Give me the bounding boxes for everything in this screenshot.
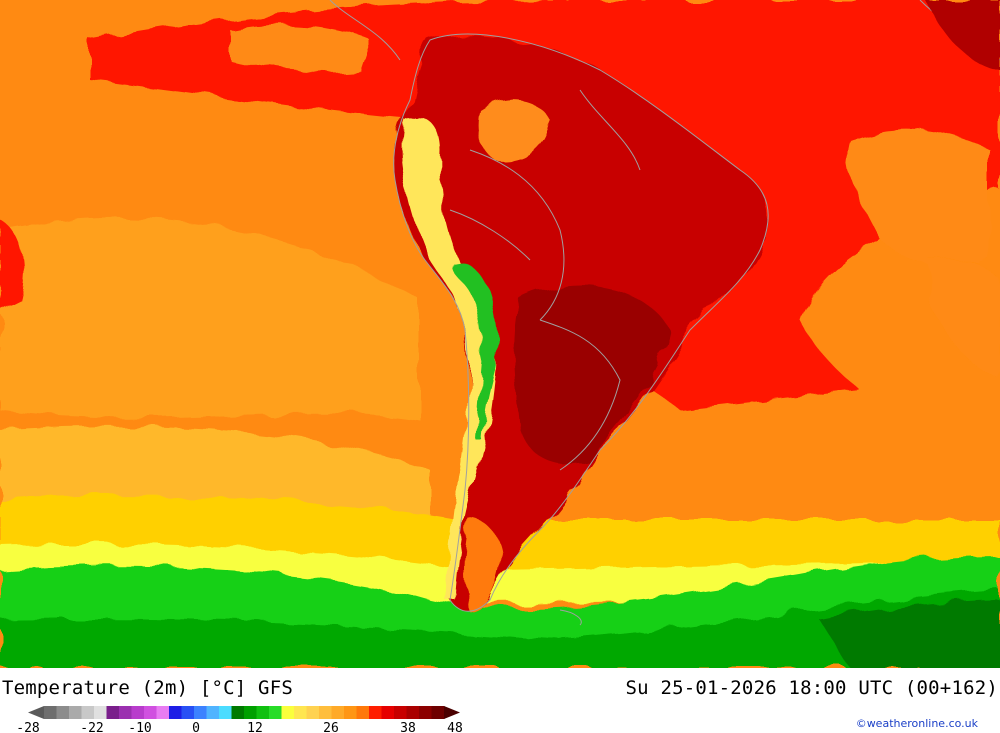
legend-swatch bbox=[144, 706, 157, 719]
legend-tick-label: 48 bbox=[447, 721, 463, 733]
caribbean-orange bbox=[230, 24, 370, 72]
legend-swatch bbox=[181, 706, 195, 719]
legend-tick-label: -10 bbox=[128, 721, 151, 733]
legend-swatch bbox=[206, 706, 220, 719]
legend-tick-label: -22 bbox=[80, 721, 103, 733]
temperature-map bbox=[0, 0, 1000, 668]
legend-swatch bbox=[131, 706, 145, 719]
southeast-darkgreen bbox=[820, 600, 1000, 668]
legend-tick-label: 12 bbox=[247, 721, 263, 733]
legend-swatch bbox=[294, 706, 307, 719]
legend-swatch bbox=[281, 706, 295, 719]
legend-swatch bbox=[419, 706, 432, 719]
legend-swatch bbox=[306, 706, 320, 719]
legend-swatch bbox=[156, 706, 170, 719]
legend-tick-label: 38 bbox=[400, 721, 416, 733]
valid-time: Su 25-01-2026 18:00 UTC (00+162) bbox=[625, 677, 998, 699]
legend-swatch bbox=[81, 706, 95, 719]
tropical-red-west bbox=[0, 220, 24, 310]
legend-swatch bbox=[319, 706, 332, 719]
legend-arrow-left bbox=[28, 706, 44, 719]
legend-arrow-right bbox=[444, 706, 460, 719]
legend-swatches bbox=[28, 706, 460, 719]
legend-swatch bbox=[369, 706, 382, 719]
interior-hotspot bbox=[514, 285, 670, 464]
map-title: Temperature (2m) [°C] GFS bbox=[2, 677, 293, 699]
legend-swatch bbox=[119, 706, 132, 719]
legend-swatch bbox=[381, 706, 395, 719]
legend-swatch bbox=[194, 706, 207, 719]
legend-tick-label: 26 bbox=[323, 721, 339, 733]
amazon-orange-patch bbox=[478, 99, 550, 161]
ocean-warm-west bbox=[0, 218, 420, 420]
legend-swatch bbox=[106, 706, 120, 719]
credit-link[interactable]: ©weatheronline.co.uk bbox=[855, 717, 978, 730]
patagonia-orange bbox=[464, 520, 501, 612]
legend-swatch bbox=[406, 706, 420, 719]
legend-labels: -28 -22 -10 0 12 26 38 48 bbox=[16, 721, 463, 733]
legend-swatch bbox=[231, 706, 245, 719]
andes-green bbox=[454, 264, 498, 440]
andes-yellow bbox=[401, 116, 497, 600]
legend-swatch bbox=[331, 706, 345, 719]
africa-corner bbox=[925, 0, 1000, 70]
legend-swatch bbox=[256, 706, 270, 719]
atlantic-orange-east bbox=[930, 257, 1000, 380]
legend-swatch bbox=[56, 706, 70, 719]
southern-darkgreen bbox=[0, 590, 1000, 668]
atlantic-orange-patch bbox=[847, 129, 990, 271]
legend-swatch bbox=[169, 706, 182, 719]
legend-swatch bbox=[94, 706, 107, 719]
color-legend: -28 -22 -10 0 12 26 38 48 bbox=[16, 706, 463, 733]
legend-swatch bbox=[356, 706, 370, 719]
legend-swatch bbox=[69, 706, 82, 719]
legend-swatch bbox=[219, 706, 232, 719]
legend-swatch bbox=[431, 706, 445, 719]
legend-swatch bbox=[344, 706, 357, 719]
legend-swatch bbox=[394, 706, 407, 719]
legend-swatch bbox=[244, 706, 257, 719]
legend-tick-label: -28 bbox=[16, 721, 39, 733]
legend-tick-label: 0 bbox=[192, 721, 200, 733]
legend-swatch bbox=[269, 706, 282, 719]
legend-swatch bbox=[44, 706, 57, 719]
